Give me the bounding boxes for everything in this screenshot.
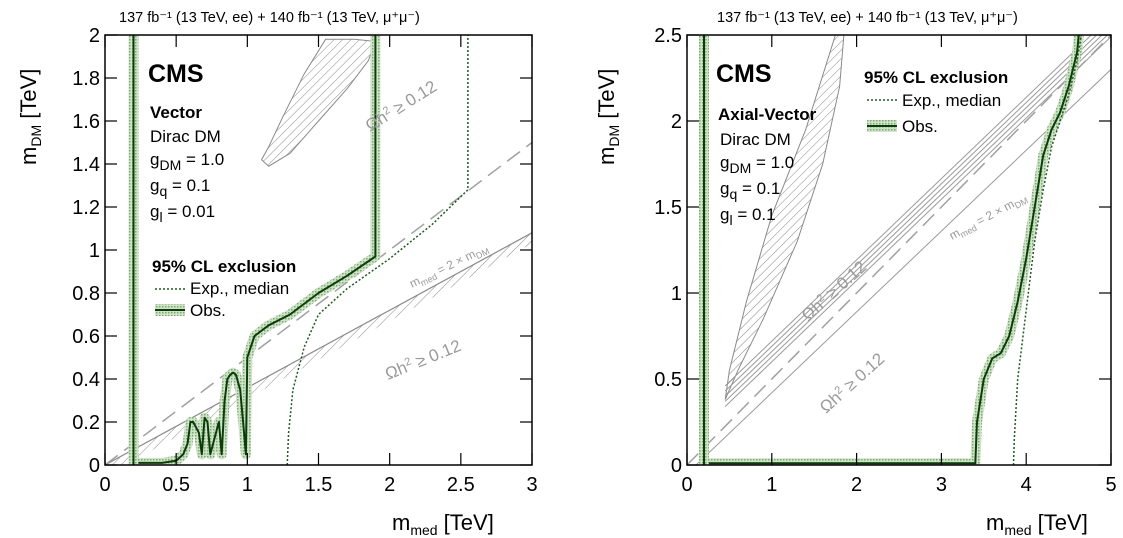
y-tick-label: 1.2 bbox=[72, 197, 100, 219]
y-tick-label: 0 bbox=[671, 455, 682, 477]
coupling-gdm: gDM = 1.0 bbox=[720, 153, 794, 176]
legend-exp: Exp., median bbox=[902, 91, 1001, 110]
y-tick-label: 1.5 bbox=[654, 197, 682, 219]
y-tick-label: 0.4 bbox=[72, 369, 100, 391]
model-label: Vector bbox=[150, 103, 202, 122]
obs-band bbox=[130, 35, 381, 465]
header-text: 137 fb⁻¹ (13 TeV, ee) + 140 fb⁻¹ (13 TeV… bbox=[717, 10, 1018, 26]
coupling-gl: gl = 0.01 bbox=[150, 202, 215, 225]
exp-median-line bbox=[286, 35, 469, 465]
mmed-2mdm-line bbox=[687, 35, 1111, 465]
dm-type-label: Dirac DM bbox=[720, 130, 791, 149]
legend-exp: Exp., median bbox=[190, 279, 289, 298]
y-tick-label: 2 bbox=[671, 111, 682, 133]
x-tick-label: 5 bbox=[1105, 474, 1116, 496]
y-tick-label: 0.2 bbox=[72, 412, 100, 434]
y-tick-label: 0.8 bbox=[72, 283, 100, 305]
coupling-gq: gq = 0.1 bbox=[720, 179, 780, 202]
obs-line bbox=[704, 35, 1080, 465]
y-tick-label: 2 bbox=[89, 25, 100, 47]
x-axis-label: mmed [TeV] bbox=[392, 510, 494, 538]
x-tick-label: 3 bbox=[526, 474, 537, 496]
relic-diagonal-line bbox=[724, 35, 1092, 387]
y-tick-label: 0.5 bbox=[654, 369, 682, 391]
plot-frame bbox=[686, 34, 1112, 466]
x-tick-label: 4 bbox=[1021, 474, 1032, 496]
x-tick-label: 1.5 bbox=[305, 474, 333, 496]
x-tick-label: 2.5 bbox=[447, 474, 475, 496]
coupling-gq: gq = 0.1 bbox=[150, 176, 210, 199]
panel-axial-vector: 137 fb⁻¹ (13 TeV, ee) + 140 fb⁻¹ (13 TeV… bbox=[594, 10, 1117, 538]
cms-label: CMS bbox=[148, 60, 204, 88]
obs-band bbox=[704, 35, 1084, 465]
x-tick-label: 0 bbox=[681, 474, 692, 496]
relic-diagonal-line bbox=[724, 35, 1109, 402]
legend-title: 95% CL exclusion bbox=[152, 257, 296, 276]
coupling-gdm: gDM = 1.0 bbox=[150, 150, 224, 173]
x-axis-label: mmed [TeV] bbox=[986, 510, 1088, 538]
mmed-label: mmed = 2 × mDM bbox=[947, 190, 1030, 244]
relic-diagonal-line bbox=[724, 36, 1111, 407]
relic-lower-line bbox=[695, 69, 1111, 465]
x-tick-label: 1 bbox=[242, 474, 253, 496]
x-tick-label: 3 bbox=[936, 474, 947, 496]
y-tick-label: 0.6 bbox=[72, 326, 100, 348]
y-axis-label: mDM [TeV] bbox=[594, 69, 622, 165]
model-label: Axial-Vector bbox=[718, 105, 817, 124]
coupling-gl: gl = 0.1 bbox=[720, 205, 776, 228]
panel-vector: 137 fb⁻¹ (13 TeV, ee) + 140 fb⁻¹ (13 TeV… bbox=[16, 10, 538, 538]
legend-obs: Obs. bbox=[190, 301, 226, 320]
y-tick-label: 0 bbox=[89, 455, 100, 477]
y-axis-label: mDM [TeV] bbox=[16, 69, 44, 165]
legend-title: 95% CL exclusion bbox=[864, 68, 1008, 87]
obs-line bbox=[132, 35, 377, 465]
x-tick-label: 1 bbox=[766, 474, 777, 496]
exp-median-line bbox=[1012, 35, 1083, 465]
relic-label-bottom: Ωh2 ≥ 0.12 bbox=[816, 349, 888, 417]
header-text: 137 fb⁻¹ (13 TeV, ee) + 140 fb⁻¹ (13 TeV… bbox=[119, 10, 420, 26]
relic-label-bottom: Ωh2 ≥ 0.12 bbox=[382, 336, 463, 384]
cms-label: CMS bbox=[716, 60, 772, 88]
relic-island-hatch bbox=[260, 38, 377, 167]
y-tick-label: 1.4 bbox=[72, 154, 100, 176]
x-tick-label: 2 bbox=[851, 474, 862, 496]
relic-diagonal-line bbox=[724, 35, 1098, 392]
relic-island-hatch bbox=[724, 35, 845, 400]
y-tick-label: 1.8 bbox=[72, 68, 100, 90]
x-tick-label: 0 bbox=[99, 474, 110, 496]
y-tick-label: 1 bbox=[89, 240, 100, 262]
y-tick-label: 1 bbox=[671, 283, 682, 305]
relic-diagonal-line bbox=[724, 35, 1103, 397]
y-tick-label: 1.6 bbox=[72, 111, 100, 133]
legend-obs: Obs. bbox=[902, 117, 938, 136]
relic-diagonal-line bbox=[105, 232, 532, 465]
dm-type-label: Dirac DM bbox=[150, 127, 221, 146]
y-tick-label: 2.5 bbox=[654, 25, 682, 47]
x-tick-label: 2 bbox=[384, 474, 395, 496]
x-tick-label: 0.5 bbox=[162, 474, 190, 496]
